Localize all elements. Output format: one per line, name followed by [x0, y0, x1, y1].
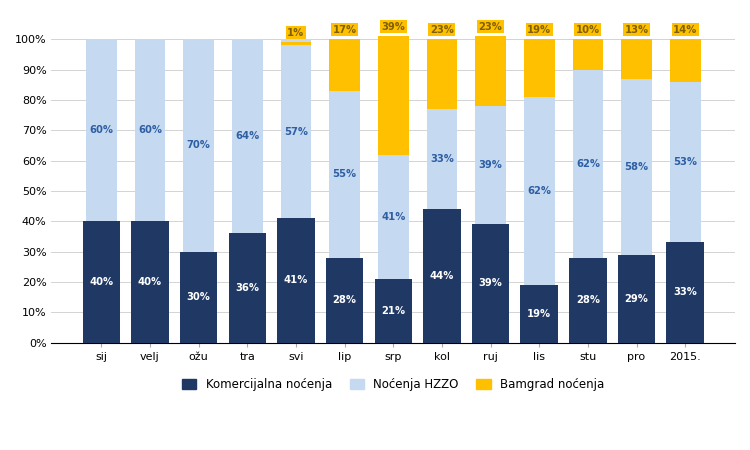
- Text: 53%: 53%: [674, 157, 698, 167]
- Text: 41%: 41%: [381, 212, 406, 222]
- Text: 40%: 40%: [138, 277, 162, 287]
- Bar: [621, 39, 652, 342]
- Text: 28%: 28%: [576, 295, 600, 305]
- Text: 21%: 21%: [381, 306, 405, 316]
- Bar: [572, 39, 603, 70]
- Bar: [618, 255, 656, 342]
- Text: 55%: 55%: [332, 169, 357, 179]
- Text: 36%: 36%: [236, 283, 260, 293]
- Text: 39%: 39%: [478, 160, 502, 170]
- Bar: [670, 39, 700, 342]
- Bar: [569, 257, 607, 342]
- Bar: [427, 39, 458, 109]
- Text: 23%: 23%: [478, 22, 502, 32]
- Bar: [423, 209, 460, 342]
- Text: 64%: 64%: [236, 131, 260, 141]
- Bar: [378, 36, 409, 154]
- Text: 62%: 62%: [576, 158, 600, 169]
- Text: 70%: 70%: [187, 140, 211, 150]
- Text: 17%: 17%: [332, 25, 357, 35]
- Bar: [82, 221, 120, 342]
- Text: 39%: 39%: [478, 279, 502, 288]
- Text: 23%: 23%: [430, 25, 454, 35]
- Bar: [326, 257, 363, 342]
- Text: 19%: 19%: [527, 25, 551, 35]
- Text: 10%: 10%: [576, 25, 600, 35]
- Bar: [280, 42, 311, 45]
- Bar: [134, 39, 165, 342]
- Bar: [621, 39, 652, 79]
- Bar: [476, 39, 506, 342]
- Bar: [378, 39, 409, 342]
- Text: 19%: 19%: [527, 309, 551, 319]
- Bar: [86, 39, 116, 342]
- Bar: [329, 39, 360, 91]
- Bar: [280, 39, 311, 342]
- Bar: [232, 39, 262, 342]
- Text: 28%: 28%: [332, 295, 356, 305]
- Bar: [572, 39, 603, 342]
- Text: 29%: 29%: [625, 293, 649, 304]
- Bar: [278, 218, 315, 342]
- Bar: [476, 36, 506, 106]
- Bar: [667, 243, 704, 342]
- Legend: Komercijalna noćenja, Noćenja HZZO, Bamgrad noćenja: Komercijalna noćenja, Noćenja HZZO, Bamg…: [178, 373, 609, 396]
- Text: 13%: 13%: [625, 25, 649, 35]
- Bar: [524, 39, 554, 342]
- Bar: [670, 39, 700, 82]
- Text: 33%: 33%: [430, 154, 454, 164]
- Text: 39%: 39%: [381, 22, 405, 32]
- Bar: [524, 39, 554, 97]
- Bar: [229, 234, 266, 342]
- Text: 60%: 60%: [89, 125, 113, 135]
- Text: 1%: 1%: [287, 28, 304, 38]
- Text: 30%: 30%: [187, 292, 211, 302]
- Bar: [374, 279, 412, 342]
- Bar: [180, 252, 218, 342]
- Text: 58%: 58%: [625, 162, 649, 171]
- Text: 57%: 57%: [284, 127, 308, 137]
- Text: 33%: 33%: [674, 288, 698, 297]
- Text: 40%: 40%: [89, 277, 113, 287]
- Bar: [427, 39, 458, 342]
- Text: 14%: 14%: [673, 25, 698, 35]
- Text: 60%: 60%: [138, 125, 162, 135]
- Bar: [183, 39, 214, 342]
- Bar: [520, 285, 558, 342]
- Text: 44%: 44%: [430, 271, 454, 281]
- Bar: [472, 224, 509, 342]
- Text: 62%: 62%: [527, 186, 551, 196]
- Bar: [329, 39, 360, 342]
- Bar: [131, 221, 169, 342]
- Text: 41%: 41%: [284, 275, 308, 285]
